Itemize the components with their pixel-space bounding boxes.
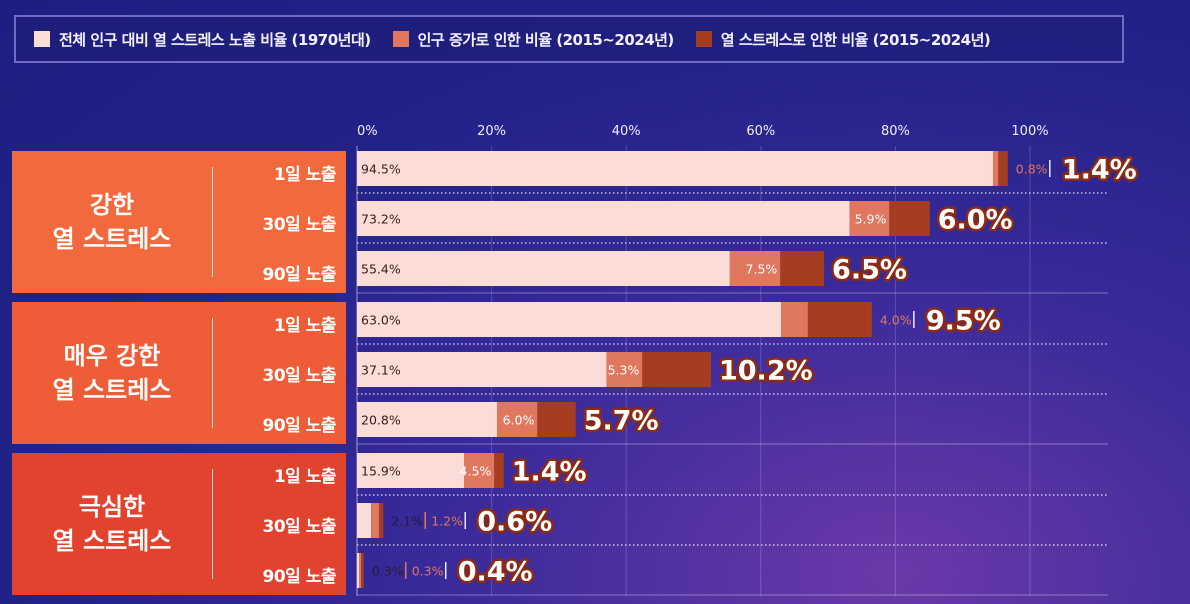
legend-label-population: 인구 증가로 인한 비율 (2015~2024년) [417,30,675,49]
population-value-label: 1.2% [431,514,463,529]
legend-swatch-heat [695,31,712,47]
legend-item-base: 전체 인구 대비 열 스트레스 노출 비율 (1970년대) [34,29,371,50]
bar-segment-heat [889,201,930,236]
row-label: 90일 노출 [262,567,337,587]
heat-total-label: 0.6% [477,507,552,538]
bar-segment-heat [807,302,872,337]
base-value-label: 55.4% [361,262,401,277]
bar-segment-population [359,553,362,588]
bar-segment-base [357,352,607,387]
row-label: 1일 노출 [273,316,337,336]
bar-segment-heat [537,402,576,437]
bar-segment-base [357,151,993,186]
bar-segment-base [357,201,850,236]
population-value-label: 6.0% [503,413,535,428]
population-value-label: 4.0% [880,313,912,328]
heat-total-label: 10.2% [719,356,813,387]
population-value-label: 5.9% [855,212,887,227]
heat-total-label: 6.5% [832,255,907,286]
bar-segment-base [357,453,465,488]
group-divider [212,167,213,277]
bar-segment-base [357,503,372,538]
population-value-label: 0.3% [412,564,444,579]
group-divider [212,469,213,579]
legend-item-population: 인구 증가로 인한 비율 (2015~2024년) [392,29,675,50]
group-divider [212,318,213,428]
x-tick-label: 20% [477,124,506,139]
bar-segment-heat [642,352,711,387]
bar-segment-base [357,251,730,286]
bar-segment-base [357,553,360,588]
bar-segment-population [606,352,643,387]
base-value-label: 37.1% [361,363,401,378]
base-value-label: 73.2% [361,212,401,227]
group-title: 매우 강한 열 스트레스 [52,342,172,404]
population-value-label: 4.5% [460,464,492,479]
bar-segment-heat [780,251,825,286]
heat-total-label: 5.7% [584,406,659,437]
population-value-label: 7.5% [746,262,778,277]
base-value-label: 15.9% [361,464,401,479]
group-title: 극심한 열 스트레스 [52,493,172,555]
bar-segment-heat [494,453,504,488]
legend-swatch-base [34,31,50,47]
x-tick-label: 100% [1011,124,1048,139]
bar-segment-population [496,402,538,437]
bar-segment-heat [361,553,364,588]
bar-segment-population [371,503,380,538]
row-label: 30일 노출 [262,366,337,386]
group-box: 매우 강한 열 스트레스 1일 노출 30일 노출 90일 노출 [12,302,346,444]
row-label: 30일 노출 [262,215,337,235]
bar-segment-heat [998,151,1008,186]
chart-legend: 전체 인구 대비 열 스트레스 노출 비율 (1970년대) 인구 증가로 인한… [14,15,1124,63]
x-tick-label: 60% [746,124,775,139]
bar-segment-population [992,151,999,186]
heat-total-label: 6.0% [938,205,1013,236]
base-value-label: 0.3% [372,564,404,579]
group-title: 강한 열 스트레스 [52,191,172,253]
base-value-label: 2.1% [391,514,423,529]
heat-total-label: 0.4% [458,557,533,588]
population-value-label: 0.8% [1016,162,1048,177]
row-label: 90일 노출 [262,265,337,285]
legend-swatch-population [392,31,409,47]
bar-segment-population [464,453,495,488]
base-value-label: 63.0% [361,313,401,328]
bar-segment-population [780,302,808,337]
group-box: 극심한 열 스트레스 1일 노출 30일 노출 90일 노출 [12,453,346,595]
bar-segment-population [849,201,890,236]
row-label: 1일 노출 [273,467,337,487]
group-box: 강한 열 스트레스 1일 노출 30일 노출 90일 노출 [12,151,346,293]
bar-segment-population [729,251,781,286]
bar-segment-base [357,302,781,337]
row-label: 1일 노출 [273,165,337,185]
heat-total-label: 1.4% [512,457,587,488]
bar-segment-base [357,402,497,437]
row-label: 90일 노출 [262,416,337,436]
population-value-label: 5.3% [608,363,640,378]
bar-segment-heat [379,503,384,538]
heat-total-label: 1.4% [1062,155,1137,186]
x-tick-label: 0% [357,124,378,139]
heat-total-label: 9.5% [926,306,1001,337]
base-value-label: 20.8% [361,413,401,428]
x-tick-label: 80% [881,124,910,139]
legend-item-heat: 열 스트레스로 인한 비율 (2015~2024년) [695,29,991,50]
legend-label-heat: 열 스트레스로 인한 비율 (2015~2024년) [720,30,991,49]
base-value-label: 94.5% [361,162,401,177]
x-tick-label: 40% [612,124,641,139]
row-label: 30일 노출 [262,517,337,537]
legend-label-base: 전체 인구 대비 열 스트레스 노출 비율 (1970년대) [59,30,371,49]
